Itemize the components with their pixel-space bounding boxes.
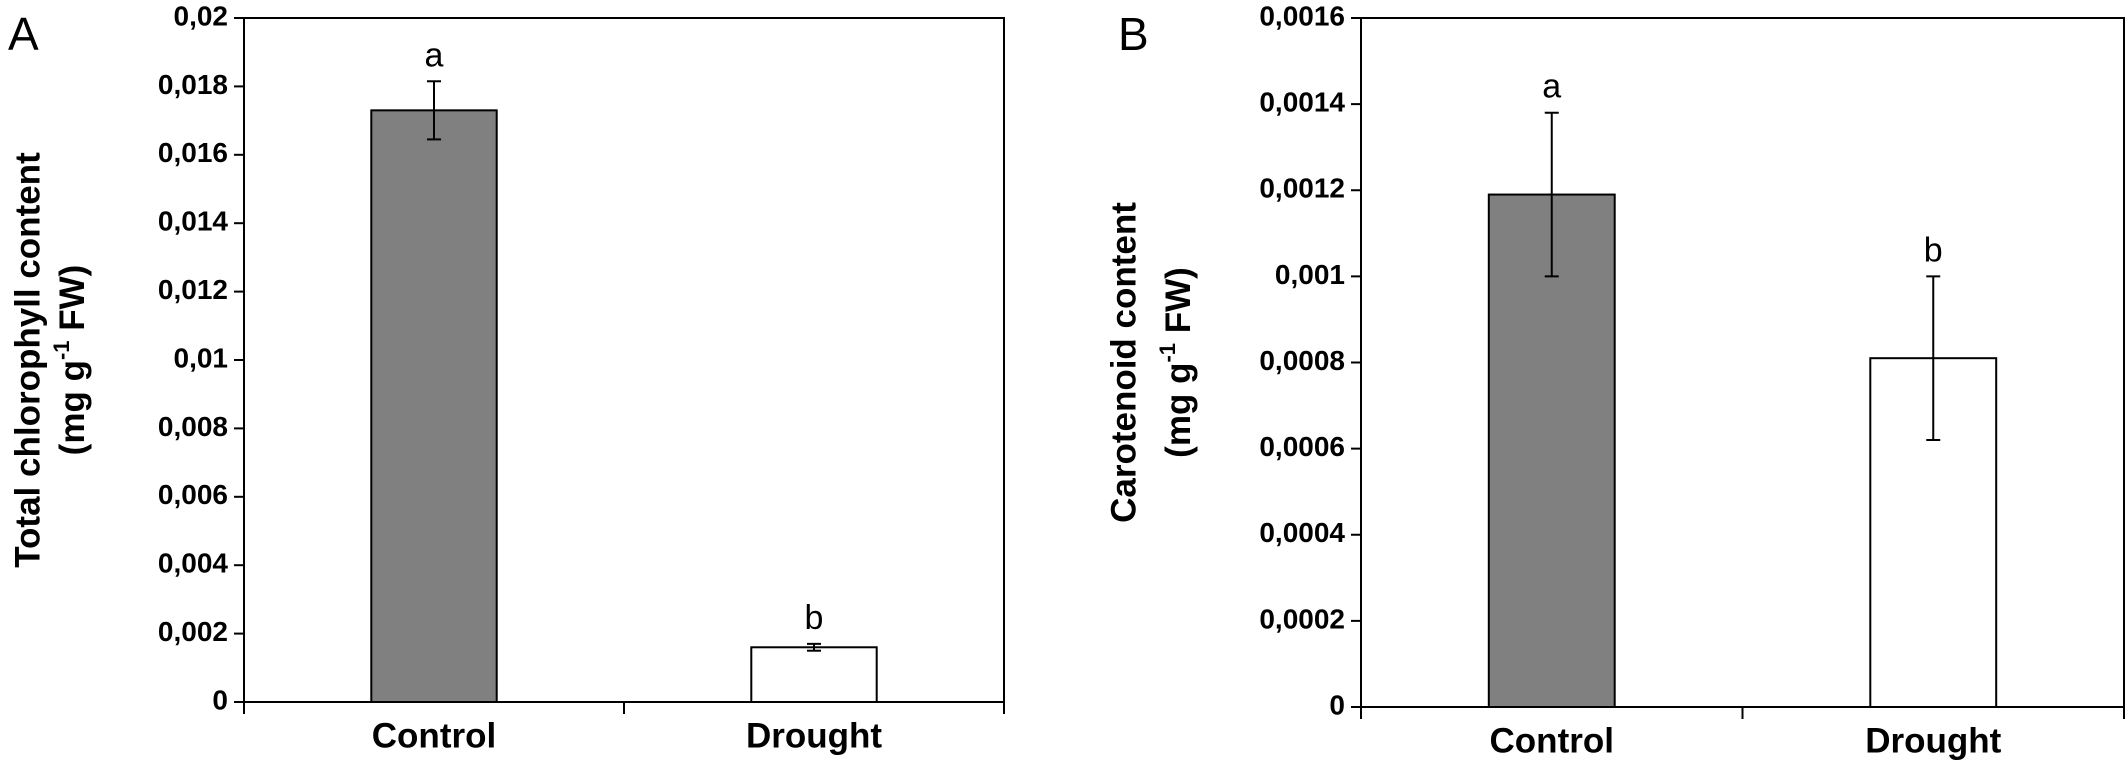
panel-label: A	[8, 8, 39, 60]
y-tick-label: 0,0004	[1259, 517, 1345, 548]
unit-text: FW)	[1159, 267, 1198, 343]
y-tick-label: 0,01	[174, 342, 229, 373]
y-tick-label: 0,018	[158, 69, 228, 100]
y-axis-label: Total chlorophyll content	[8, 152, 47, 568]
panel-label: B	[1118, 8, 1149, 60]
y-tick-label: 0,008	[158, 411, 228, 442]
y-tick-label: 0,014	[158, 206, 228, 237]
y-tick-label: 0,0008	[1259, 345, 1345, 376]
y-tick-label: 0,001	[1275, 259, 1345, 290]
y-tick-label: 0,004	[158, 548, 228, 579]
x-tick-label: Drought	[746, 716, 882, 755]
x-tick-label: Drought	[1865, 721, 2001, 760]
unit-text: (mg g	[1159, 363, 1198, 458]
bar	[750, 646, 878, 704]
x-tick-label: Control	[1490, 721, 1614, 760]
significance-label: a	[425, 36, 444, 74]
y-tick-label: 0,006	[158, 479, 228, 510]
y-tick-label: 0	[212, 684, 228, 715]
y-tick-label: 0,0002	[1259, 603, 1345, 634]
y-tick-label: 0,016	[158, 137, 228, 168]
bar	[370, 109, 498, 703]
significance-label: a	[1542, 68, 1561, 106]
bar	[1487, 193, 1616, 708]
y-tick-label: 0,002	[158, 616, 228, 647]
plot-frame	[243, 17, 1005, 703]
y-axis-unit: (mg g-1 FW)	[1155, 267, 1198, 458]
y-axis-unit: (mg g-1 FW)	[49, 265, 92, 456]
significance-label: b	[1924, 231, 1943, 269]
unit-text: FW)	[53, 265, 92, 341]
y-tick-label: 0	[1329, 689, 1345, 720]
y-tick-label: 0,012	[158, 274, 228, 305]
plot-frame	[1360, 17, 2125, 708]
y-tick-label: 0,0006	[1259, 431, 1345, 462]
y-axis-label: Carotenoid content	[1104, 202, 1143, 523]
y-tick-label: 0,0016	[1259, 0, 1345, 31]
unit-text: (mg g	[53, 360, 92, 455]
y-tick-label: 0,02	[174, 0, 229, 31]
x-tick-label: Control	[372, 716, 496, 755]
unit-sup: -1	[49, 340, 74, 360]
y-tick-label: 0,0012	[1259, 173, 1345, 204]
significance-label: b	[805, 599, 824, 637]
unit-sup: -1	[1155, 343, 1180, 363]
y-tick-label: 0,0014	[1259, 87, 1345, 118]
